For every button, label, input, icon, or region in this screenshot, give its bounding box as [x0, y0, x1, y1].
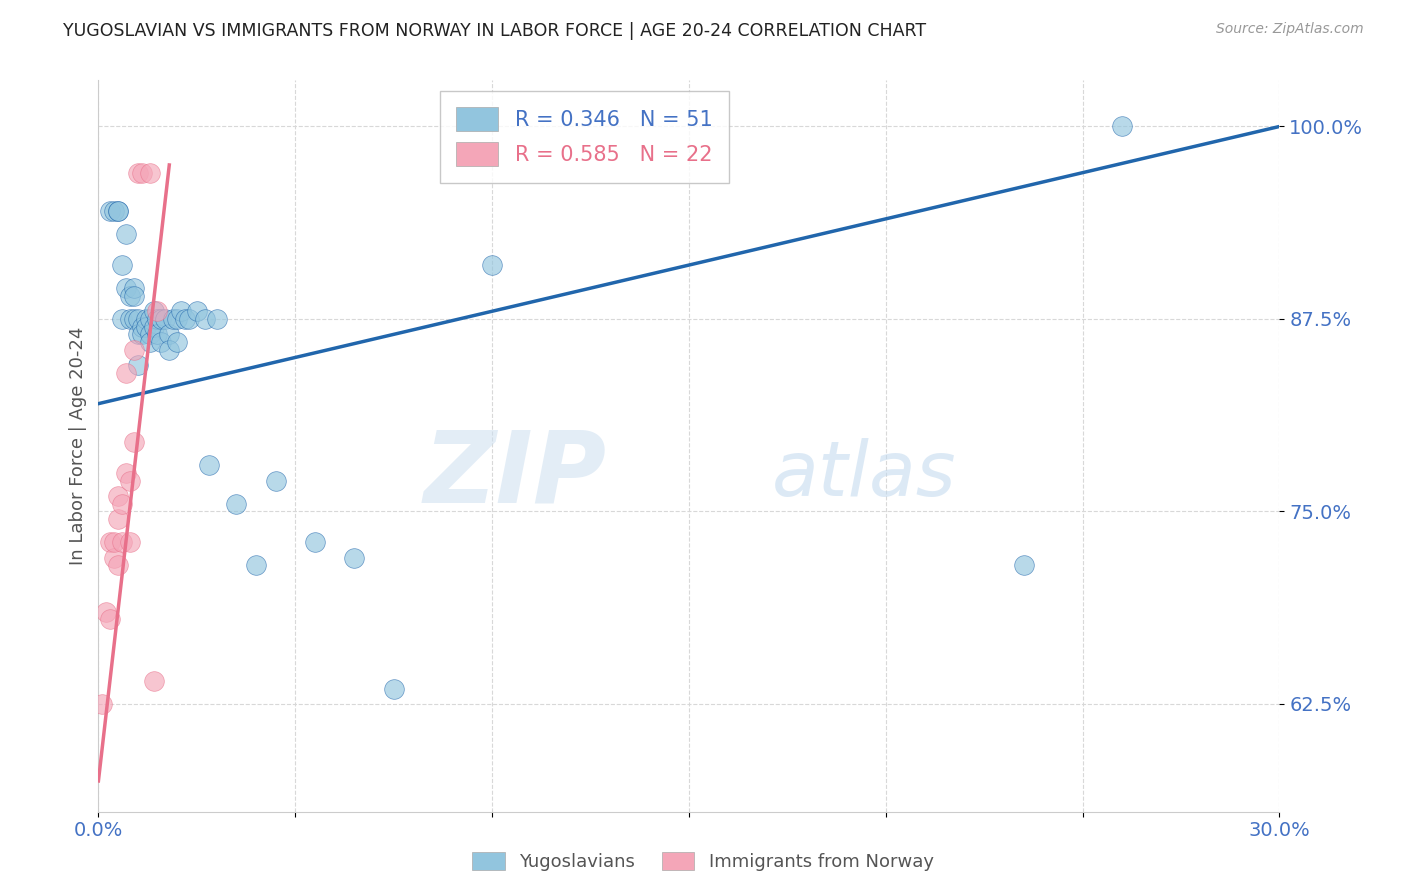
Point: [343, 550, 366, 565]
Point: [264, 474, 287, 488]
Text: atlas: atlas: [772, 438, 956, 512]
Point: [91, 697, 114, 711]
Point: [177, 312, 200, 326]
Point: [111, 312, 134, 326]
Point: [194, 312, 217, 326]
Point: [107, 489, 129, 503]
Point: [146, 312, 169, 326]
Point: [155, 312, 177, 326]
Point: [111, 535, 134, 549]
Point: [131, 327, 153, 342]
Point: [135, 319, 157, 334]
Point: [107, 558, 129, 573]
Point: [135, 312, 157, 326]
Point: [245, 558, 267, 573]
Text: YUGOSLAVIAN VS IMMIGRANTS FROM NORWAY IN LABOR FORCE | AGE 20-24 CORRELATION CHA: YUGOSLAVIAN VS IMMIGRANTS FROM NORWAY IN…: [63, 22, 927, 40]
Point: [131, 319, 153, 334]
Point: [107, 512, 129, 526]
Point: [146, 327, 169, 342]
Point: [481, 258, 503, 272]
Point: [98, 535, 121, 549]
Point: [115, 227, 138, 242]
Point: [122, 435, 145, 450]
Point: [118, 312, 141, 326]
Point: [111, 258, 134, 272]
Point: [138, 327, 160, 342]
Point: [122, 289, 145, 303]
Point: [162, 312, 184, 326]
Legend: Yugoslavians, Immigrants from Norway: Yugoslavians, Immigrants from Norway: [465, 845, 941, 879]
Point: [115, 281, 138, 295]
Point: [142, 319, 165, 334]
Point: [131, 166, 153, 180]
Point: [127, 166, 149, 180]
Y-axis label: In Labor Force | Age 20-24: In Labor Force | Age 20-24: [69, 326, 87, 566]
Point: [127, 312, 149, 326]
Point: [142, 673, 165, 688]
Point: [111, 497, 134, 511]
Text: ZIP: ZIP: [423, 426, 606, 524]
Point: [138, 334, 160, 349]
Point: [107, 204, 129, 219]
Point: [127, 327, 149, 342]
Point: [115, 366, 138, 380]
Point: [174, 312, 197, 326]
Point: [166, 334, 188, 349]
Point: [115, 466, 138, 480]
Point: [150, 334, 173, 349]
Point: [96, 605, 118, 619]
Point: [146, 304, 169, 318]
Point: [197, 458, 219, 473]
Point: [98, 612, 121, 626]
Point: [157, 327, 180, 342]
Text: Source: ZipAtlas.com: Source: ZipAtlas.com: [1216, 22, 1364, 37]
Point: [186, 304, 208, 318]
Point: [157, 343, 180, 357]
Point: [225, 497, 247, 511]
Point: [170, 304, 193, 318]
Point: [205, 312, 228, 326]
Point: [122, 343, 145, 357]
Point: [118, 289, 141, 303]
Point: [127, 358, 149, 372]
Point: [142, 304, 165, 318]
Point: [1012, 558, 1035, 573]
Point: [138, 312, 160, 326]
Point: [118, 474, 141, 488]
Legend: R = 0.346   N = 51, R = 0.585   N = 22: R = 0.346 N = 51, R = 0.585 N = 22: [440, 91, 728, 183]
Point: [1111, 120, 1133, 134]
Point: [382, 681, 405, 696]
Point: [122, 281, 145, 295]
Point: [122, 312, 145, 326]
Point: [118, 535, 141, 549]
Point: [103, 550, 125, 565]
Point: [138, 166, 160, 180]
Point: [103, 535, 125, 549]
Point: [103, 204, 125, 219]
Point: [98, 204, 121, 219]
Point: [304, 535, 326, 549]
Point: [166, 312, 188, 326]
Point: [150, 312, 173, 326]
Point: [107, 204, 129, 219]
